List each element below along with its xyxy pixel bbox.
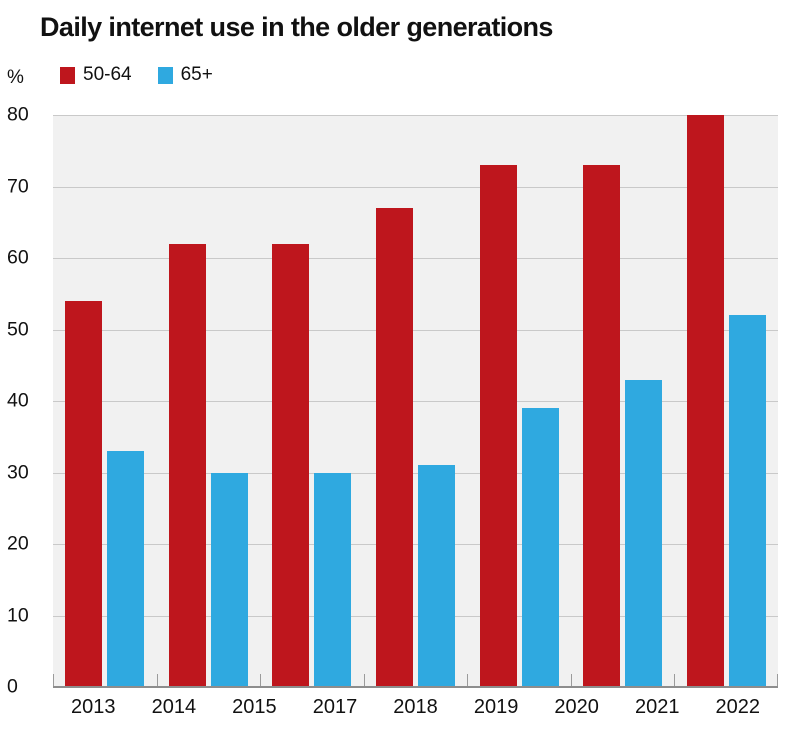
x-tick-label: 2015 <box>232 696 277 718</box>
axis-tick <box>467 674 469 687</box>
gridline <box>53 115 778 116</box>
x-tick-label: 2020 <box>554 696 599 718</box>
axis-tick <box>260 674 262 687</box>
bar-65plus <box>314 472 352 687</box>
x-tick-label: 2021 <box>634 696 680 718</box>
bar-group <box>260 115 364 687</box>
bar-65plus <box>418 465 456 687</box>
x-tick-label: 2019 <box>473 696 519 718</box>
bar-65plus <box>625 379 663 687</box>
bar-50-64 <box>479 165 517 687</box>
bar-50-64 <box>65 300 103 687</box>
y-tick-label: 80 <box>7 103 29 126</box>
x-tick-label: 2022 <box>715 696 761 718</box>
axis-tick <box>570 674 572 687</box>
axis-tick <box>777 674 778 687</box>
legend: 50-64 65+ <box>60 64 213 86</box>
y-tick-label: 20 <box>7 532 29 555</box>
y-axis-labels: 0 10 20 30 40 50 60 70 80 <box>7 105 47 696</box>
x-axis-baseline <box>53 686 778 688</box>
axis-tick <box>156 674 158 687</box>
gridline <box>53 472 778 474</box>
x-tick-label: 2014 <box>151 696 197 718</box>
bar-group <box>157 115 261 687</box>
legend-swatch-50-64 <box>60 66 75 84</box>
bar-group <box>571 115 675 687</box>
bar-group <box>53 115 157 687</box>
legend-swatch-65plus <box>157 66 173 84</box>
legend-item-65plus: 65+ <box>157 64 213 86</box>
legend-label-65plus: 65+ <box>180 64 213 85</box>
bar-group <box>674 115 778 687</box>
x-tick-label: 2018 <box>393 696 438 718</box>
bar-65plus <box>210 472 248 687</box>
y-tick-label: 40 <box>7 389 29 412</box>
axis-tick <box>363 674 365 687</box>
plot-area <box>53 115 778 688</box>
x-axis-ticks <box>53 674 778 687</box>
y-tick-label: 60 <box>7 246 29 269</box>
legend-label-50-64: 50-64 <box>83 64 132 85</box>
y-tick-label: 0 <box>7 675 18 698</box>
bar-65plus <box>521 408 559 687</box>
gridline <box>53 186 778 188</box>
y-tick-label: 10 <box>7 603 29 626</box>
bars-layer <box>53 115 778 687</box>
bar-50-64 <box>583 165 621 687</box>
axis-tick <box>674 674 676 687</box>
gridline <box>53 258 778 259</box>
bar-65plus <box>728 315 766 687</box>
y-axis-unit-label: % <box>7 67 24 88</box>
bar-50-64 <box>168 243 206 687</box>
bar-group <box>364 115 468 687</box>
y-tick-label: 30 <box>7 460 29 483</box>
bar-50-64 <box>686 115 724 687</box>
bar-50-64 <box>376 207 414 687</box>
legend-item-50-64: 50-64 <box>60 64 132 86</box>
x-axis-labels: 2013 2014 2015 2017 2018 2019 2020 2021 2022 <box>53 696 778 718</box>
bar-group <box>467 115 571 687</box>
y-tick-label: 50 <box>7 317 29 340</box>
bar-65plus <box>107 451 145 687</box>
axis-tick <box>53 674 54 687</box>
gridline <box>53 401 778 402</box>
y-tick-label: 70 <box>7 174 29 197</box>
gridline <box>53 544 778 545</box>
bar-50-64 <box>272 243 310 687</box>
x-tick-label: 2017 <box>312 696 358 718</box>
gridline <box>53 615 778 617</box>
gridline <box>53 329 778 331</box>
chart-title: Daily internet use in the older generati… <box>40 12 553 42</box>
x-tick-label: 2013 <box>71 696 116 718</box>
